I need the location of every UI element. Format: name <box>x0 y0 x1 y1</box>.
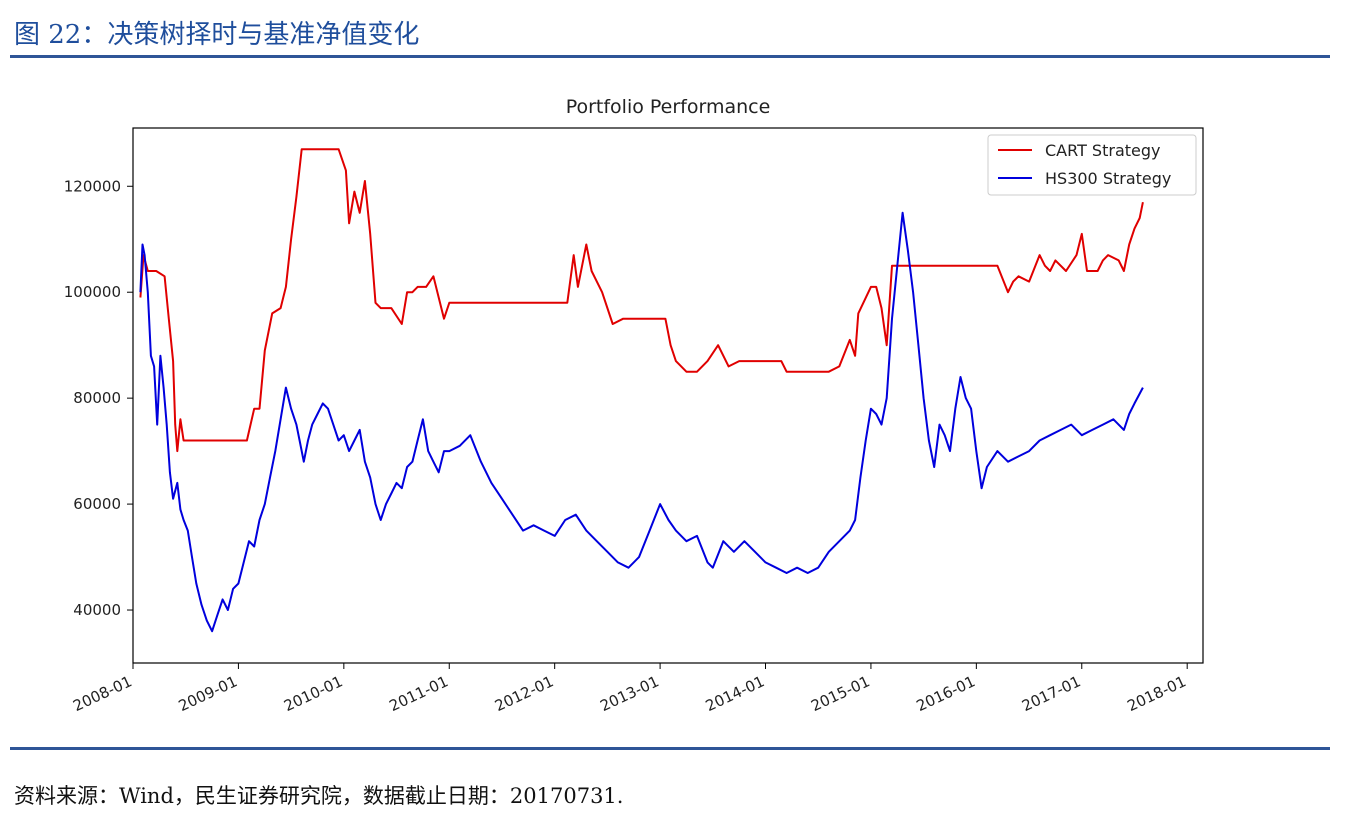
y-tick-label: 60000 <box>73 495 121 513</box>
legend: CART Strategy HS300 Strategy <box>987 134 1197 196</box>
y-tick-label: 80000 <box>73 389 121 407</box>
series-layer <box>139 148 1144 633</box>
series-line-cart-strategy <box>139 148 1144 453</box>
source-note: 资料来源：Wind，民生证券研究院，数据截止日期：20170731. <box>14 784 624 808</box>
bottom-divider <box>10 747 1330 750</box>
y-tick-label: 100000 <box>64 283 121 301</box>
y-axis: 40000 60000 80000 100000 120000 <box>64 177 133 619</box>
figure-title: 图 22：决策树择时与基准净值变化 <box>14 20 420 50</box>
portfolio-performance-chart: Portfolio Performance 40000 60000 80000 100… <box>64 96 1204 715</box>
chart-title: Portfolio Performance <box>566 96 771 118</box>
top-divider <box>10 55 1330 58</box>
x-tick-label: 2017-01 <box>1019 672 1083 715</box>
legend-box <box>987 134 1197 196</box>
x-tick-label: 2008-01 <box>70 672 134 715</box>
legend-label: HS300 Strategy <box>1045 169 1171 188</box>
x-tick-label: 2012-01 <box>492 672 556 715</box>
x-tick-label: 2009-01 <box>176 672 240 715</box>
x-tick-label: 2011-01 <box>387 672 451 715</box>
x-tick-label: 2018-01 <box>1124 672 1188 715</box>
x-tick-label: 2013-01 <box>597 672 661 715</box>
x-tick-label: 2016-01 <box>914 672 978 715</box>
x-tick-label: 2014-01 <box>703 672 767 715</box>
x-axis: 2008-01 2009-01 2010-01 2011-01 2012-01 2013-… <box>70 663 1189 715</box>
x-tick-label: 2015-01 <box>808 672 872 715</box>
plot-frame <box>132 127 1204 664</box>
series-line-hs300-strategy <box>139 211 1144 633</box>
y-tick-label: 40000 <box>73 601 121 619</box>
legend-label: CART Strategy <box>1045 141 1160 160</box>
x-tick-label: 2010-01 <box>281 672 345 715</box>
y-tick-label: 120000 <box>64 177 121 195</box>
